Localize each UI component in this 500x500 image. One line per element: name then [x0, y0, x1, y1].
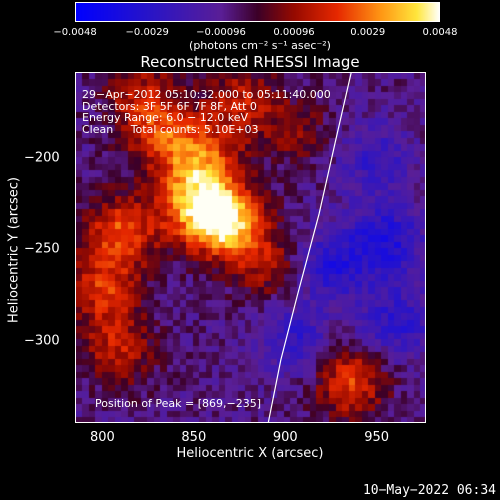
- annotation-line: Detectors: 3F 5F 6F 7F 8F, Att 0: [82, 99, 257, 113]
- y-tick-label: −250: [24, 241, 60, 257]
- peak-position-label: Position of Peak = [869,−235]: [95, 397, 262, 410]
- solar-limb-overlay: [267, 73, 352, 422]
- chart-title: Reconstructed RHESSI Image: [140, 53, 360, 71]
- colorbar-tick-label: 0.0029: [350, 27, 386, 38]
- image-plot: [75, 72, 426, 423]
- y-tick-label: −200: [24, 150, 60, 166]
- y-tick-label: −300: [24, 333, 60, 349]
- colorbar-tick-label: 0.00096: [273, 27, 315, 38]
- solar-limb-line: [267, 73, 352, 422]
- colorbar-tick-label: −0.0029: [125, 27, 169, 38]
- colorbar-tick-label: 0.0048: [422, 27, 458, 38]
- colorbar: [75, 2, 440, 22]
- annotation-line: Clean Total counts: 5.10E+03: [82, 122, 259, 136]
- x-tick-label: 800: [90, 430, 115, 445]
- x-tick-label: 850: [181, 430, 207, 445]
- heatmap-image: [76, 73, 425, 422]
- colorbar-tick-label: −0.00096: [196, 27, 246, 38]
- x-axis-label: Heliocentric X (arcsec): [176, 446, 324, 461]
- colorbar-tick-label: −0.0048: [53, 27, 97, 38]
- x-tick-label: 950: [364, 430, 390, 445]
- annotation-line: Energy Range: 6.0 − 12.0 keV: [82, 111, 249, 124]
- y-axis-label: Heliocentric Y (arcsec): [6, 177, 22, 323]
- x-tick-label: 900: [272, 430, 298, 445]
- colorbar-units: (photons cm⁻² s⁻¹ asec⁻²): [189, 39, 331, 52]
- annotation-line: 29−Apr−2012 05:10:32.000 to 05:11:40.000: [82, 88, 331, 101]
- render-timestamp: 10−May−2022 06:34: [362, 483, 496, 498]
